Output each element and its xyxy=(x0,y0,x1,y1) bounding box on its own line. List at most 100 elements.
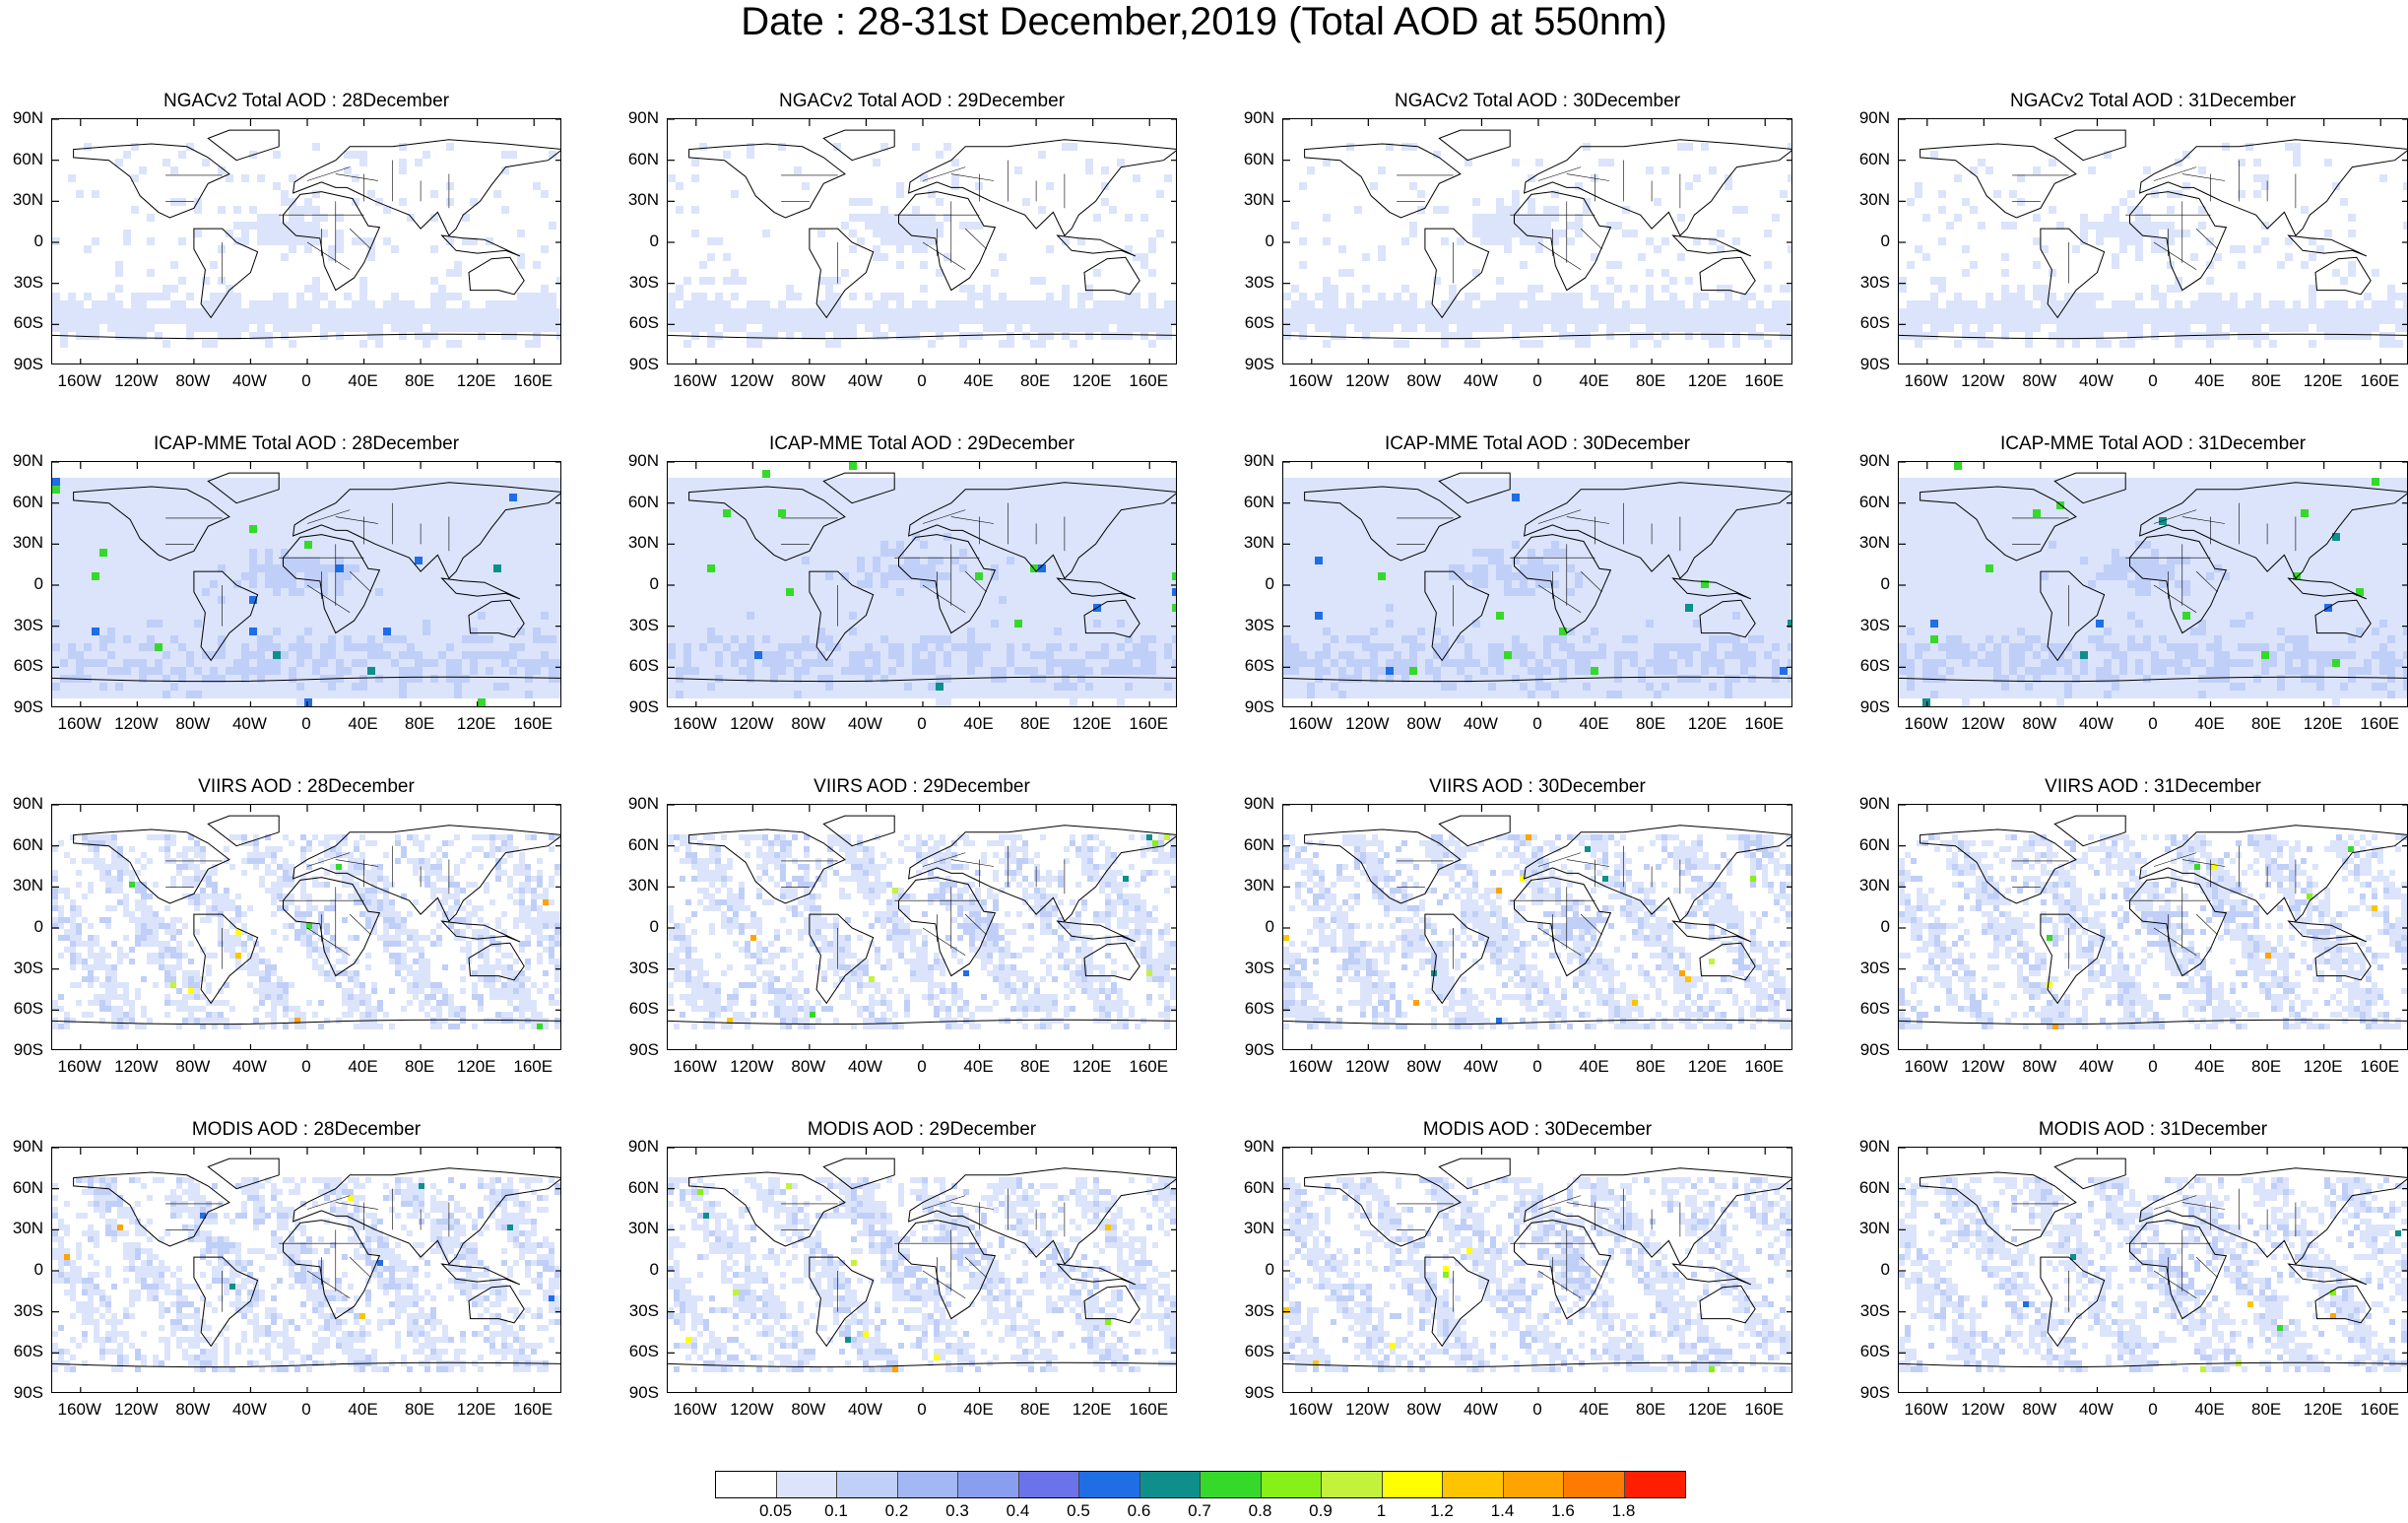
lat-tick-label: 30S xyxy=(1847,273,1890,292)
lon-tick-label: 40E xyxy=(949,1058,1009,1076)
lat-tick-label: 60N xyxy=(1847,493,1890,511)
lat-tick-label: 60S xyxy=(1231,1000,1274,1018)
lat-tick-label: 90N xyxy=(1231,1138,1274,1156)
lon-tick-label: 40E xyxy=(2180,715,2240,733)
lon-tick-label: 120E xyxy=(1063,1401,1122,1419)
lon-tick-label: 120E xyxy=(447,372,506,390)
lat-tick-label: 90S xyxy=(1847,1041,1890,1059)
lat-tick-label: 30S xyxy=(1847,1301,1890,1320)
lon-tick-label: 160W xyxy=(666,1401,725,1419)
lat-tick-label: 90N xyxy=(1231,452,1274,470)
colorbar-label: 1.4 xyxy=(1478,1501,1528,1521)
lon-tick-label: 80W xyxy=(163,372,223,390)
lon-tick-label: 40W xyxy=(835,1058,894,1076)
coastlines xyxy=(52,1158,560,1368)
country-borders xyxy=(1397,160,1681,284)
lat-tick-label: 60N xyxy=(0,493,43,511)
lon-tick-label: 160W xyxy=(1281,715,1340,733)
lon-tick-label: 80W xyxy=(2010,1058,2069,1076)
lon-tick-label: 160W xyxy=(666,715,725,733)
lon-tick-label: 40E xyxy=(949,372,1009,390)
aod-field xyxy=(52,478,560,706)
aod-map xyxy=(51,1147,561,1393)
lon-tick-label: 40E xyxy=(949,1401,1009,1419)
aod-map xyxy=(667,1147,1177,1393)
lat-tick-label: 90S xyxy=(0,356,43,373)
lat-tick-label: 30S xyxy=(0,616,43,634)
lon-tick-label: 80W xyxy=(779,715,838,733)
colorbar-box xyxy=(1443,1472,1504,1497)
lat-tick-label: 60N xyxy=(1231,835,1274,854)
lon-tick-label: 120E xyxy=(1063,372,1122,390)
lon-tick-label: 120W xyxy=(106,1401,165,1419)
lat-tick-label: 90N xyxy=(0,795,43,813)
aod-field xyxy=(1899,462,2407,706)
aod-map xyxy=(667,804,1177,1050)
aod-field xyxy=(52,1177,560,1372)
colorbar-label: 0.6 xyxy=(1115,1501,1164,1521)
axis-ticks xyxy=(1899,1148,2407,1392)
lat-tick-label: 30N xyxy=(616,191,659,209)
lon-tick-label: 40E xyxy=(1565,1401,1624,1419)
lon-tick-label: 80W xyxy=(1395,1058,1454,1076)
lon-tick-label: 80W xyxy=(2010,1401,2069,1419)
lat-tick-label: 60N xyxy=(616,1178,659,1197)
lon-tick-label: 160W xyxy=(1281,372,1340,390)
aod-map xyxy=(1898,1147,2408,1393)
lat-tick-label: 60N xyxy=(1847,150,1890,168)
lat-tick-label: 60N xyxy=(0,835,43,854)
lat-tick-label: 0 xyxy=(616,1261,659,1279)
lat-tick-label: 60S xyxy=(616,1000,659,1018)
lon-tick-label: 160W xyxy=(666,1058,725,1076)
colorbar-label: 0.05 xyxy=(751,1501,801,1521)
lon-tick-label: 160W xyxy=(1897,1401,1956,1419)
colorbar-labels: 0.05 0.1 0.2 0.3 0.4 0.5 0.6 0.7 0.8 0.9 1 1.2 1.4 1.… xyxy=(715,1501,1692,1523)
lon-tick-label: 80W xyxy=(779,1058,838,1076)
map-panel: NGACv2 Total AOD : 29December 90N 60N 30N 0 3… xyxy=(616,91,1177,416)
lat-tick-label: 90N xyxy=(1847,109,1890,127)
colorbar-box xyxy=(897,1472,958,1497)
lon-tick-label: 80E xyxy=(1621,1401,1680,1419)
aod-map xyxy=(667,461,1177,707)
map-panel: VIIRS AOD : 31December 90N 60N 30N 0 30S 60S 90… xyxy=(1847,776,2408,1101)
lat-tick-label: 0 xyxy=(616,232,659,250)
lat-tick-label: 60S xyxy=(0,314,43,332)
lat-tick-label: 30N xyxy=(1847,534,1890,552)
lon-tick-label: 120E xyxy=(447,1401,506,1419)
lon-tick-label: 120E xyxy=(1063,1058,1122,1076)
coastlines xyxy=(1899,815,2407,1026)
country-borders xyxy=(2012,1188,2297,1312)
lon-tick-label: 160E xyxy=(1119,715,1178,733)
lon-tick-label: 120E xyxy=(1678,715,1737,733)
lon-tick-label: 120W xyxy=(1953,715,2012,733)
country-borders xyxy=(2012,160,2297,284)
lon-tick-label: 0 xyxy=(892,715,951,733)
lat-tick-label: 60S xyxy=(1847,1000,1890,1018)
country-borders xyxy=(781,1188,1066,1312)
colorbar-box xyxy=(1079,1472,1140,1497)
lat-tick-label: 60S xyxy=(0,1343,43,1360)
lat-tick-label: 30N xyxy=(616,1220,659,1237)
lat-tick-label: 30S xyxy=(1231,1301,1274,1320)
aod-field xyxy=(668,143,1176,348)
lat-tick-label: 90N xyxy=(616,109,659,127)
lon-tick-label: 40E xyxy=(1565,1058,1624,1076)
panel-title: NGACv2 Total AOD : 29December xyxy=(667,91,1177,112)
coastlines xyxy=(668,472,1176,683)
map-panel: MODIS AOD : 30December 90N 60N 30N 0 30S 60S 90… xyxy=(1231,1119,1792,1444)
lon-tick-label: 160W xyxy=(1897,1058,1956,1076)
aod-field xyxy=(1283,834,1791,1029)
lon-tick-label: 80E xyxy=(2237,1401,2296,1419)
lon-tick-label: 160W xyxy=(1281,1058,1340,1076)
lat-tick-label: 30N xyxy=(616,534,659,552)
aod-map xyxy=(1282,118,1792,364)
lon-tick-label: 80E xyxy=(390,1401,449,1419)
colorbar-label: 1.8 xyxy=(1599,1501,1649,1521)
lon-tick-label: 40W xyxy=(2066,1058,2125,1076)
aod-map xyxy=(1282,1147,1792,1393)
lat-tick-label: 90N xyxy=(1847,1138,1890,1156)
lat-tick-label: 90S xyxy=(616,1041,659,1059)
aod-map xyxy=(667,118,1177,364)
main-title: Date : 28-31st December,2019 (Total AOD … xyxy=(0,0,2408,49)
lon-tick-label: 80E xyxy=(1006,1058,1065,1076)
